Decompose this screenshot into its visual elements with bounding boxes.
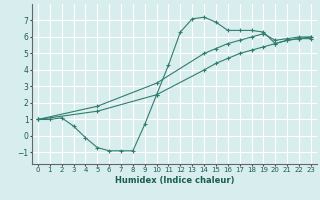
X-axis label: Humidex (Indice chaleur): Humidex (Indice chaleur) bbox=[115, 176, 234, 185]
